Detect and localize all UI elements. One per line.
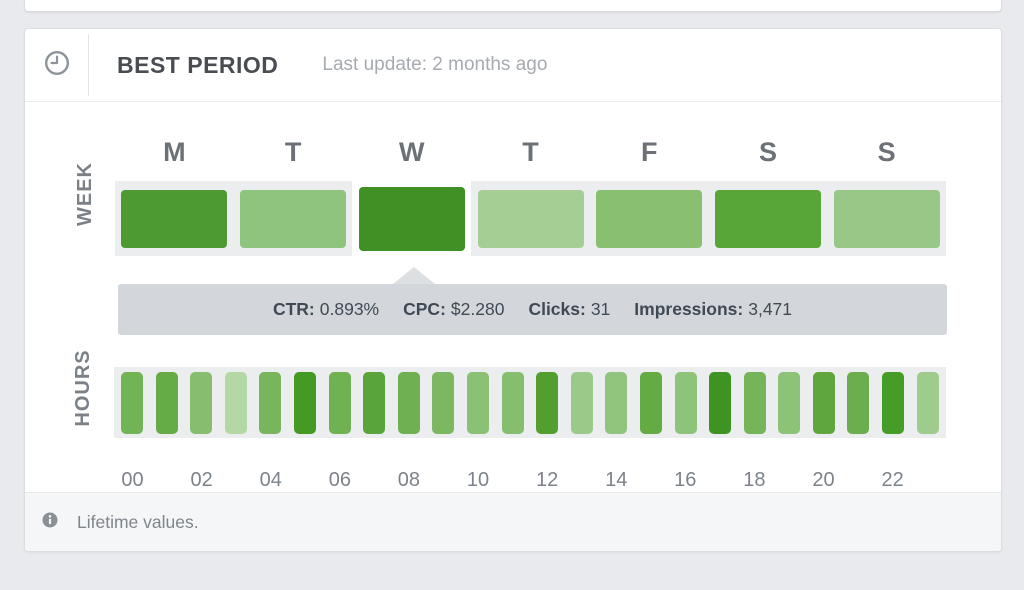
hour-tick-10: 10 xyxy=(466,469,490,491)
tooltip-metric: Clicks: 31 xyxy=(528,299,611,319)
hour-bar-06[interactable] xyxy=(328,371,351,434)
hour-tick-labels: 00 02 04 06 08 10 12 14 16 18 20 22 xyxy=(98,469,927,492)
week-heat-block-tuesday[interactable] xyxy=(240,189,347,248)
hour-bar-20[interactable] xyxy=(812,371,835,434)
week-cell-friday[interactable] xyxy=(590,181,709,256)
hour-bar-11[interactable] xyxy=(501,371,524,434)
hour-tick-08: 08 xyxy=(397,469,421,491)
week-cell-thursday[interactable] xyxy=(471,181,590,256)
day-label-tuesday: T xyxy=(284,137,302,167)
previous-card-edge xyxy=(24,0,1002,12)
hour-bar-23[interactable] xyxy=(916,371,939,434)
hour-bar-01[interactable] xyxy=(155,371,178,434)
week-heat-block-thursday[interactable] xyxy=(477,189,584,248)
hour-bar-08[interactable] xyxy=(397,371,420,434)
week-heat-block-monday[interactable] xyxy=(121,189,228,248)
info-icon xyxy=(42,512,58,533)
hour-bar-10[interactable] xyxy=(466,371,489,434)
hour-tick-06: 06 xyxy=(328,469,351,491)
hour-bar-00[interactable] xyxy=(121,371,143,434)
hour-bar-14[interactable] xyxy=(605,371,628,434)
day-label-wednesday: W xyxy=(399,137,425,167)
day-label-friday: F xyxy=(640,137,658,167)
week-heat-block-saturday[interactable] xyxy=(714,189,821,248)
hour-tick-22: 22 xyxy=(881,469,904,491)
hour-bar-12[interactable] xyxy=(536,371,559,434)
day-label-monday: M xyxy=(163,137,186,167)
week-cell-saturday[interactable] xyxy=(709,181,828,256)
tooltip-metric: Impressions: 3,471 xyxy=(634,299,793,319)
tooltip-metric: CPC: $2.280 xyxy=(403,299,505,319)
hour-bar-04[interactable] xyxy=(259,371,282,434)
hour-bar-05[interactable] xyxy=(293,371,316,434)
hour-tick-04: 04 xyxy=(259,469,282,491)
day-label-saturday: S xyxy=(758,137,777,167)
hour-tick-16: 16 xyxy=(674,469,697,491)
hour-tick-12: 12 xyxy=(535,469,559,491)
hour-bar-13[interactable] xyxy=(570,371,593,434)
week-heat-block-friday[interactable] xyxy=(596,189,703,248)
footer-note: Lifetime values. xyxy=(77,511,199,532)
week-heatmap xyxy=(115,181,946,256)
hour-bar-02[interactable] xyxy=(190,371,213,434)
hour-bar-22[interactable] xyxy=(882,371,905,434)
week-cell-wednesday[interactable] xyxy=(352,181,472,256)
header-icon-box xyxy=(25,29,88,101)
hour-tick-02: 02 xyxy=(190,469,213,491)
week-cell-monday[interactable] xyxy=(115,181,234,256)
tooltip-arrow xyxy=(393,267,435,284)
week-cell-sunday[interactable] xyxy=(827,181,946,256)
card-header: BEST PERIOD Last update: 2 months ago xyxy=(25,29,1001,102)
best-period-card: BEST PERIOD Last update: 2 months ago WE… xyxy=(24,28,1002,552)
hour-bar-21[interactable] xyxy=(847,371,870,434)
card-footer: Lifetime values. xyxy=(25,492,1001,551)
hour-bar-07[interactable] xyxy=(363,371,386,434)
hour-bar-16[interactable] xyxy=(674,371,697,434)
tooltip-metric: CTR: 0.893% xyxy=(272,299,380,319)
hour-bar-19[interactable] xyxy=(778,371,801,434)
day-label-thursday: T xyxy=(522,137,539,167)
week-cell-tuesday[interactable] xyxy=(234,181,353,256)
header-divider xyxy=(88,34,89,96)
hour-bar-17[interactable] xyxy=(709,371,732,434)
hour-bar-03[interactable] xyxy=(224,371,247,434)
week-axis-label: WEEK xyxy=(74,162,96,226)
hours-heatmap xyxy=(114,367,946,438)
page-title: BEST PERIOD xyxy=(117,51,279,78)
selected-day-tooltip: CTR: 0.893% CPC: $2.280 Clicks: 31 Impressions… xyxy=(118,284,947,335)
hour-tick-18: 18 xyxy=(743,469,766,491)
hour-tick-00: 00 xyxy=(121,469,144,491)
hour-tick-14: 14 xyxy=(605,469,628,491)
last-update-text: Last update: 2 months ago xyxy=(322,54,548,75)
hour-tick-20: 20 xyxy=(812,469,835,491)
day-label-sunday: S xyxy=(877,137,896,167)
hours-axis-label: HOURS xyxy=(72,349,94,427)
hour-bar-15[interactable] xyxy=(639,371,662,434)
week-heat-block-wednesday[interactable] xyxy=(358,186,465,251)
clock-icon xyxy=(44,50,70,81)
hour-bar-18[interactable] xyxy=(743,371,766,434)
week-heat-block-sunday[interactable] xyxy=(833,189,940,248)
hour-bar-09[interactable] xyxy=(432,371,455,434)
